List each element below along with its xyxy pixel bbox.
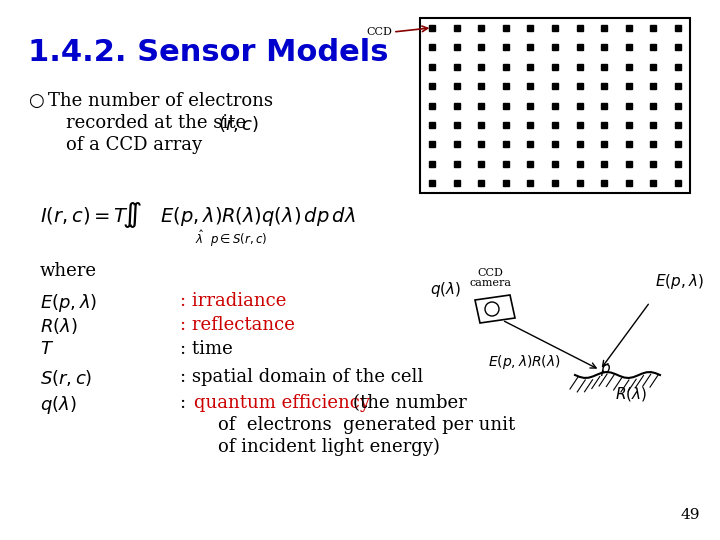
Text: CCD: CCD [366, 27, 392, 37]
Text: $T$: $T$ [40, 340, 54, 358]
Text: : time: : time [180, 340, 233, 358]
Text: camera: camera [469, 278, 511, 288]
Text: $E(p,\lambda)$: $E(p,\lambda)$ [40, 292, 97, 314]
Text: $E(p,\lambda)$: $E(p,\lambda)$ [655, 272, 703, 291]
Text: $q(\lambda)$: $q(\lambda)$ [430, 280, 462, 299]
Text: ○: ○ [28, 92, 44, 110]
Text: $I(r,c) = T\!\int\!\!\!\int\quad E(p,\lambda)R(\lambda)q(\lambda)\,dp\,d\lambda$: $I(r,c) = T\!\int\!\!\!\int\quad E(p,\la… [40, 200, 356, 230]
Text: $q(\lambda)$: $q(\lambda)$ [40, 394, 76, 416]
Text: $R(\lambda)$: $R(\lambda)$ [615, 385, 647, 403]
Text: 1.4.2. Sensor Models: 1.4.2. Sensor Models [28, 38, 389, 67]
Text: $\hat{\lambda}\ \ p{\in}S(r,c)$: $\hat{\lambda}\ \ p{\in}S(r,c)$ [195, 228, 267, 249]
Text: $R(\lambda)$: $R(\lambda)$ [40, 316, 78, 336]
Text: of incident light energy): of incident light energy) [218, 438, 440, 456]
Text: of  electrons  generated per unit: of electrons generated per unit [218, 416, 516, 434]
Text: $p$: $p$ [600, 362, 611, 378]
Text: of a CCD array: of a CCD array [66, 136, 202, 154]
Text: CCD: CCD [477, 268, 503, 278]
Text: : spatial domain of the cell: : spatial domain of the cell [180, 368, 423, 386]
Text: $S(r,c)$: $S(r,c)$ [40, 368, 92, 388]
Text: recorded at the site: recorded at the site [66, 114, 252, 132]
Text: 49: 49 [680, 508, 700, 522]
Text: quantum efficiency: quantum efficiency [194, 394, 370, 412]
Text: where: where [40, 262, 97, 280]
Text: :: : [180, 394, 192, 412]
Bar [420, 18, 690, 193]
Text: : reflectance: : reflectance [180, 316, 295, 334]
Text: (the number: (the number [353, 394, 467, 412]
Text: $E(p,\lambda)R(\lambda)$: $E(p,\lambda)R(\lambda)$ [488, 353, 561, 371]
Text: : irradiance: : irradiance [180, 292, 287, 310]
Text: $(r, c)$: $(r, c)$ [218, 114, 259, 134]
Text: The number of electrons: The number of electrons [48, 92, 273, 110]
